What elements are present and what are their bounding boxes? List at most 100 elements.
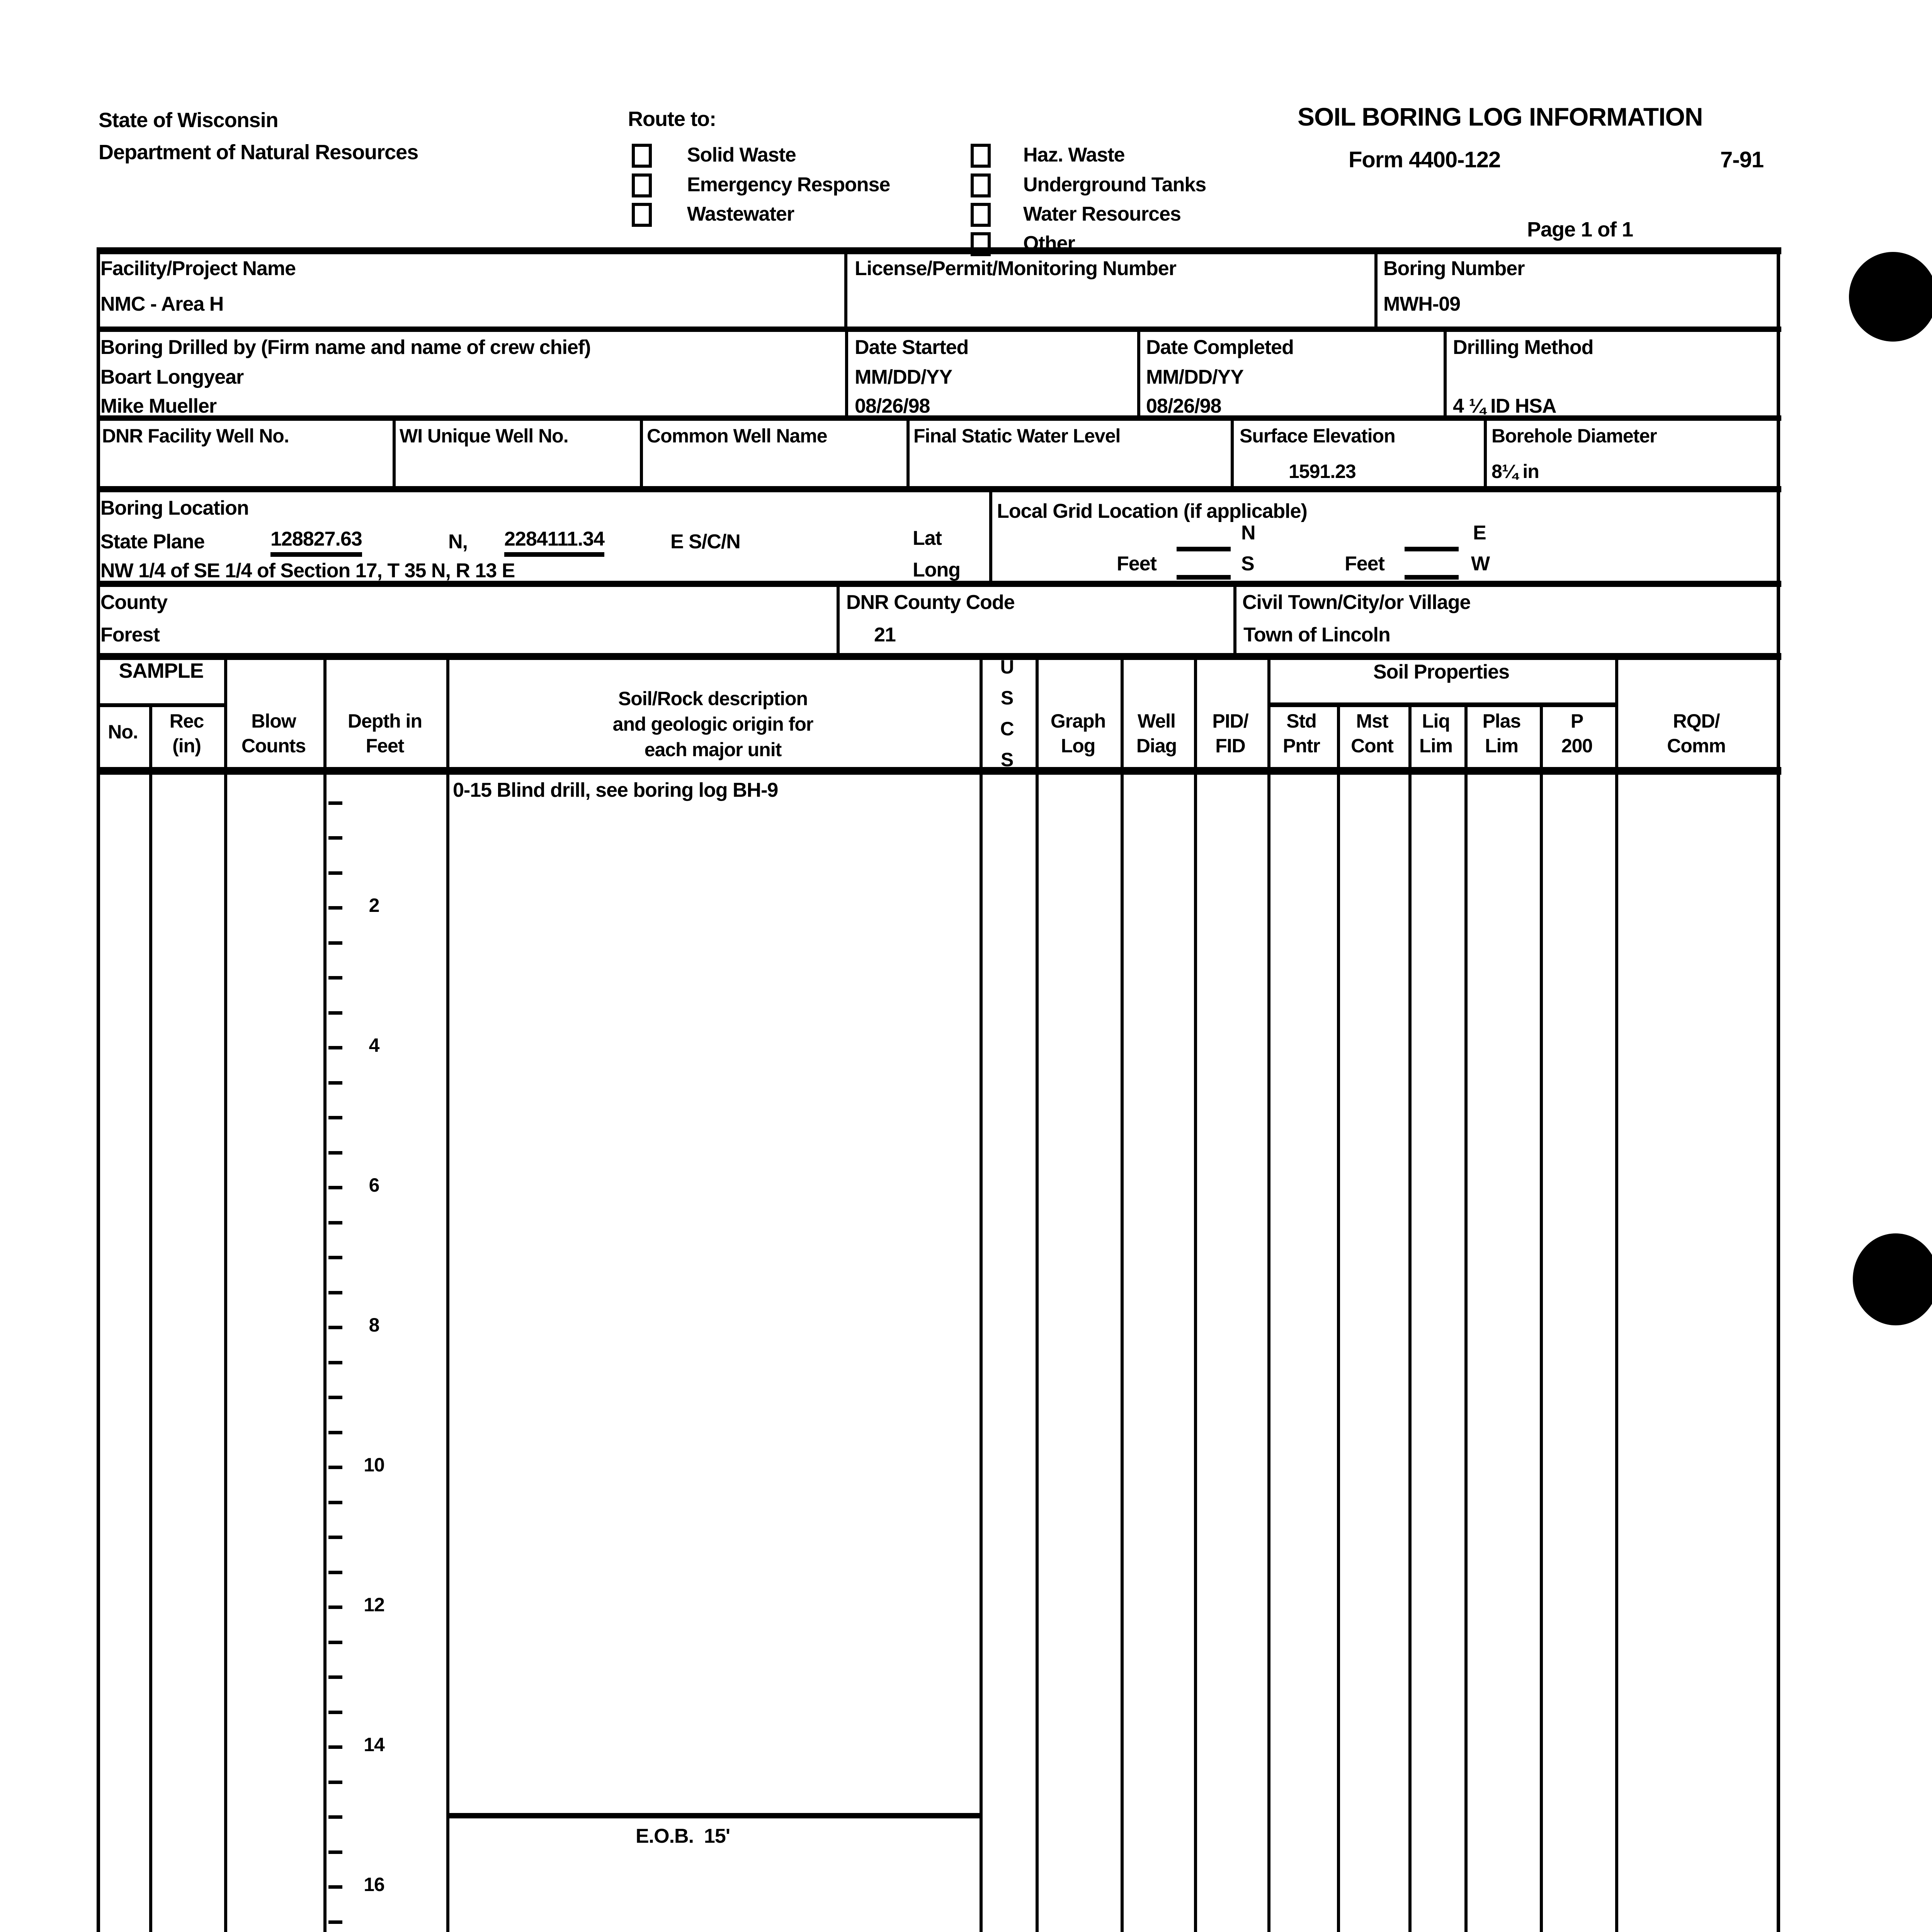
long-label: Long: [913, 559, 961, 581]
grid-line: [845, 327, 848, 421]
grid-line: [640, 415, 643, 492]
col-well-diag: Diag: [1136, 735, 1177, 757]
grid-line: [328, 1151, 342, 1155]
civil-town-label: Civil Town/City/or Village: [1242, 591, 1471, 614]
boring-number-value: MWH-09: [1383, 293, 1461, 315]
grid-line: [328, 1605, 342, 1609]
grid-line: [1121, 653, 1124, 1932]
grid-line: [97, 486, 1781, 492]
grid-line: [393, 415, 396, 492]
grid-line: [328, 1256, 342, 1259]
grid-line: [1540, 702, 1543, 1932]
feet-label: Feet: [1345, 553, 1385, 575]
grid-line: [97, 653, 1781, 660]
route-option-label: Haz. Waste: [1023, 144, 1125, 166]
static-water-level-label: Final Static Water Level: [913, 425, 1121, 447]
col-p200: P: [1570, 710, 1583, 732]
grid-line: [328, 801, 342, 805]
boring-number-label: Boring Number: [1383, 257, 1525, 280]
grid-dir-e: E: [1473, 522, 1486, 544]
date-completed-label: Date Completed: [1146, 336, 1294, 359]
grid-dir-s: S: [1241, 553, 1255, 575]
grid-line: [97, 767, 1781, 775]
checkbox-underground-tanks[interactable]: [971, 173, 991, 197]
grid-line: [328, 1745, 342, 1749]
grid-line: [1337, 702, 1340, 1932]
grid-line: [1267, 653, 1270, 1932]
grid-line: [328, 941, 342, 945]
civil-town-value: Town of Lincoln: [1243, 624, 1391, 646]
drilling-firm-value: Boart Longyear: [100, 366, 244, 388]
col-blow-counts: Counts: [241, 735, 306, 757]
route-option-label: Wastewater: [687, 203, 794, 225]
grid-line: [328, 1221, 342, 1225]
grid-dir-w: W: [1471, 553, 1490, 575]
drilling-method-label: Drilling Method: [1453, 336, 1594, 359]
form-number: Form 4400-122: [1349, 147, 1501, 172]
col-rec: (in): [172, 735, 201, 757]
form-revision: 7-91: [1720, 147, 1764, 172]
col-pid-fid: FID: [1215, 735, 1246, 757]
grid-line: [328, 1046, 342, 1049]
col-graph-log: Graph: [1050, 710, 1106, 732]
surface-elevation-value: 1591.23: [1289, 461, 1356, 482]
col-description: each major unit: [644, 739, 782, 760]
easting-suffix: E S/C/N: [670, 531, 741, 553]
checkbox-wastewater[interactable]: [632, 203, 652, 227]
depth-label: 2: [369, 895, 380, 916]
depth-label: 8: [369, 1314, 380, 1336]
grid-line: [1267, 702, 1615, 707]
grid-line: [328, 1081, 342, 1085]
grid-line: [97, 247, 100, 1932]
grid-line: [97, 327, 1781, 332]
date-started-label: Date Started: [855, 336, 969, 359]
dnr-facility-well-label: DNR Facility Well No.: [102, 425, 289, 447]
depth-label: 16: [364, 1874, 385, 1895]
hole-punch-mark: [1849, 252, 1932, 342]
grid-line: [328, 1675, 342, 1679]
grid-line: [1408, 702, 1412, 1932]
date-completed-value: 08/26/98: [1146, 395, 1221, 417]
col-rqd-comm: RQD/: [1673, 710, 1720, 732]
grid-line: [1484, 415, 1487, 492]
col-description: and geologic origin for: [612, 713, 814, 735]
col-uscs: U: [1000, 656, 1014, 678]
blank-line: [1177, 575, 1231, 580]
grid-line: [837, 581, 840, 660]
col-uscs: S: [1000, 749, 1014, 770]
crew-chief-value: Mike Mueller: [100, 395, 217, 417]
route-option-label: Underground Tanks: [1023, 173, 1206, 196]
grid-line: [980, 653, 983, 1932]
grid-line: [1374, 247, 1378, 332]
checkbox-haz-waste[interactable]: [971, 144, 991, 168]
lat-label: Lat: [913, 527, 942, 549]
blank-line: [1177, 547, 1231, 551]
grid-dir-n: N: [1241, 522, 1256, 544]
grid-line: [328, 1011, 342, 1015]
grid-line: [97, 703, 226, 707]
col-p200: 200: [1561, 735, 1593, 757]
checkbox-emergency-response[interactable]: [632, 173, 652, 197]
blank-line: [1405, 547, 1459, 551]
depth-label: 12: [364, 1594, 385, 1616]
date-completed-format: MM/DD/YY: [1146, 366, 1244, 388]
col-graph-log: Log: [1061, 735, 1096, 757]
col-depth: Depth in: [348, 710, 422, 732]
grid-line: [328, 1711, 342, 1714]
col-plas-lim: Plas: [1482, 710, 1521, 732]
depth-label: 4: [369, 1034, 380, 1056]
checkbox-water-resources[interactable]: [971, 203, 991, 227]
grid-line: [328, 1920, 342, 1924]
grid-line: [328, 1641, 342, 1644]
grid-line: [328, 1466, 342, 1469]
wi-unique-well-label: WI Unique Well No.: [400, 425, 569, 447]
grid-line: [149, 703, 152, 1932]
grid-line: [1231, 415, 1234, 492]
feet-label: Feet: [1117, 553, 1157, 575]
checkbox-solid-waste[interactable]: [632, 144, 652, 168]
boring-location-label: Boring Location: [100, 497, 249, 519]
grid-line: [989, 486, 992, 587]
license-label: License/Permit/Monitoring Number: [855, 257, 1177, 280]
grid-line: [1615, 653, 1618, 1932]
